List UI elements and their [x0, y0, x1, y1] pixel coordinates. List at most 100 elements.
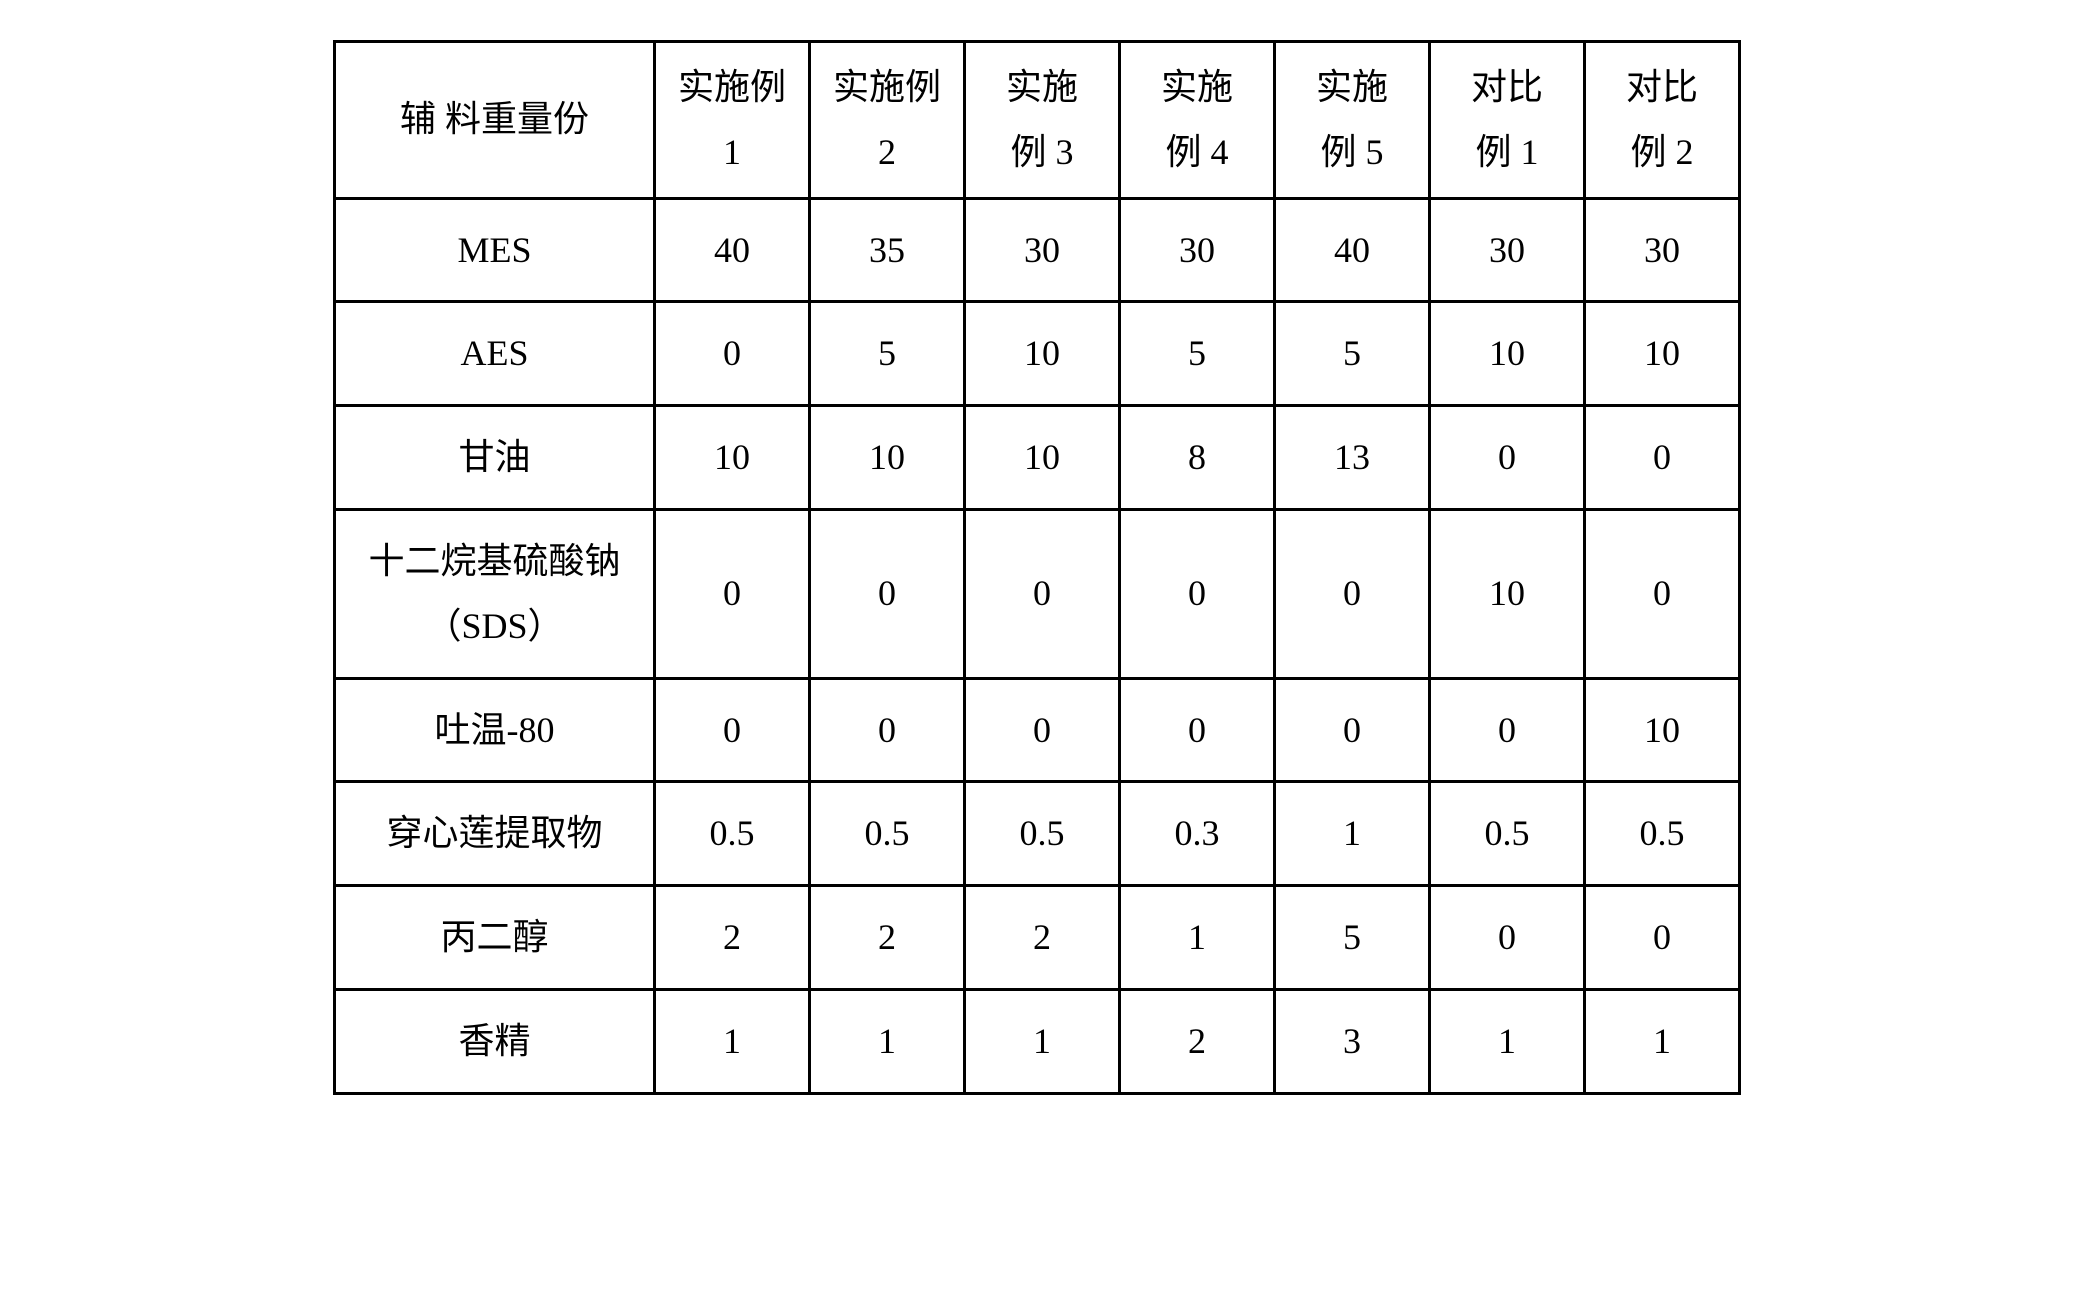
row-label-text: 丙二醇 [440, 917, 548, 957]
row-label-text: 穿心莲提取物 [386, 813, 602, 853]
table-cell: 0.5 [965, 782, 1120, 886]
header-col-3-line2: 例 3 [1010, 132, 1073, 172]
cell-value: 0 [723, 710, 741, 750]
table-cell: 0 [810, 678, 965, 782]
table-cell: 0.5 [1585, 782, 1740, 886]
cell-value: 0.5 [1020, 813, 1065, 853]
table-cell: 1 [655, 989, 810, 1093]
cell-value: 0 [1033, 710, 1051, 750]
cell-value: 0.5 [1485, 813, 1530, 853]
cell-value: 0 [1188, 710, 1206, 750]
table-cell: 30 [1430, 198, 1585, 302]
cell-value: 1 [723, 1021, 741, 1061]
header-col-7-line2: 例 2 [1630, 132, 1693, 172]
cell-value: 0 [723, 573, 741, 613]
cell-value: 0.3 [1175, 813, 1220, 853]
cell-value: 10 [1489, 333, 1525, 373]
table-cell: 10 [1430, 509, 1585, 678]
table-header-row: 辅 料重量份 实施例 1 实施例 2 实施 例 3 实施 例 4 实施 例 5 [335, 42, 1740, 199]
table-cell: 2 [810, 886, 965, 990]
header-col-7-line1: 对比 [1626, 67, 1698, 107]
table-row: 吐温-8000000010 [335, 678, 1740, 782]
table-cell: 8 [1120, 406, 1275, 510]
cell-value: 10 [869, 437, 905, 477]
header-col-2: 实施例 2 [810, 42, 965, 199]
cell-value: 1 [1343, 813, 1361, 853]
cell-value: 10 [714, 437, 750, 477]
table-cell: 10 [1585, 678, 1740, 782]
row-label: 甘油 [335, 406, 655, 510]
table-cell: 0 [1585, 886, 1740, 990]
row-label: 吐温-80 [335, 678, 655, 782]
row-label: MES [335, 198, 655, 302]
table-cell: 0 [1275, 509, 1430, 678]
cell-value: 0 [1033, 573, 1051, 613]
row-label: 丙二醇 [335, 886, 655, 990]
header-col-5-line1: 实施 [1316, 67, 1388, 107]
cell-value: 10 [1644, 333, 1680, 373]
row-label-text: AES [460, 333, 528, 373]
table-cell: 30 [965, 198, 1120, 302]
table-row: 香精1112311 [335, 989, 1740, 1093]
cell-value: 0 [1343, 573, 1361, 613]
table-cell: 0 [965, 509, 1120, 678]
table-cell: 5 [1275, 886, 1430, 990]
row-label: 香精 [335, 989, 655, 1093]
table-cell: 0 [1120, 509, 1275, 678]
table-row: 丙二醇2221500 [335, 886, 1740, 990]
table-cell: 0 [965, 678, 1120, 782]
cell-value: 0 [1498, 437, 1516, 477]
table-cell: 30 [1120, 198, 1275, 302]
table-cell: 2 [965, 886, 1120, 990]
cell-value: 13 [1334, 437, 1370, 477]
row-label: 十二烷基硫酸钠（SDS） [335, 509, 655, 678]
cell-value: 30 [1489, 230, 1525, 270]
header-col-3: 实施 例 3 [965, 42, 1120, 199]
cell-value: 5 [878, 333, 896, 373]
table-cell: 10 [965, 406, 1120, 510]
table-row: 穿心莲提取物0.50.50.50.310.50.5 [335, 782, 1740, 886]
cell-value: 10 [1024, 333, 1060, 373]
table-cell: 10 [1585, 302, 1740, 406]
table-cell: 0 [810, 509, 965, 678]
cell-value: 1 [1653, 1021, 1671, 1061]
table-cell: 10 [965, 302, 1120, 406]
table-row: MES40353030403030 [335, 198, 1740, 302]
table-cell: 10 [810, 406, 965, 510]
cell-value: 10 [1024, 437, 1060, 477]
cell-value: 8 [1188, 437, 1206, 477]
cell-value: 0 [1343, 710, 1361, 750]
table-cell: 0 [655, 302, 810, 406]
table-cell: 5 [810, 302, 965, 406]
cell-value: 0 [1653, 917, 1671, 957]
table-cell: 0 [655, 509, 810, 678]
table-cell: 0 [1585, 406, 1740, 510]
cell-value: 35 [869, 230, 905, 270]
cell-value: 2 [1188, 1021, 1206, 1061]
cell-value: 2 [723, 917, 741, 957]
cell-value: 30 [1024, 230, 1060, 270]
row-label-text: MES [457, 230, 531, 270]
table-cell: 0.5 [810, 782, 965, 886]
cell-value: 2 [1033, 917, 1051, 957]
table-cell: 0 [1120, 678, 1275, 782]
cell-value: 0 [878, 573, 896, 613]
header-col-2-line2: 2 [878, 132, 896, 172]
cell-value: 10 [1644, 710, 1680, 750]
cell-value: 1 [1033, 1021, 1051, 1061]
header-col-6: 对比 例 1 [1430, 42, 1585, 199]
row-label-line: 十二烷基硫酸钠 [368, 541, 620, 581]
header-col-1-line2: 1 [723, 132, 741, 172]
table-cell: 10 [1430, 302, 1585, 406]
header-label-text: 辅 料重量份 [400, 99, 589, 139]
cell-value: 1 [878, 1021, 896, 1061]
table-cell: 0 [1430, 886, 1585, 990]
table-cell: 10 [655, 406, 810, 510]
cell-value: 40 [1334, 230, 1370, 270]
cell-value: 5 [1343, 333, 1361, 373]
header-col-4-line1: 实施 [1161, 67, 1233, 107]
table-cell: 13 [1275, 406, 1430, 510]
table-cell: 0 [1275, 678, 1430, 782]
cell-value: 40 [714, 230, 750, 270]
formulation-table: 辅 料重量份 实施例 1 实施例 2 实施 例 3 实施 例 4 实施 例 5 [333, 40, 1741, 1095]
